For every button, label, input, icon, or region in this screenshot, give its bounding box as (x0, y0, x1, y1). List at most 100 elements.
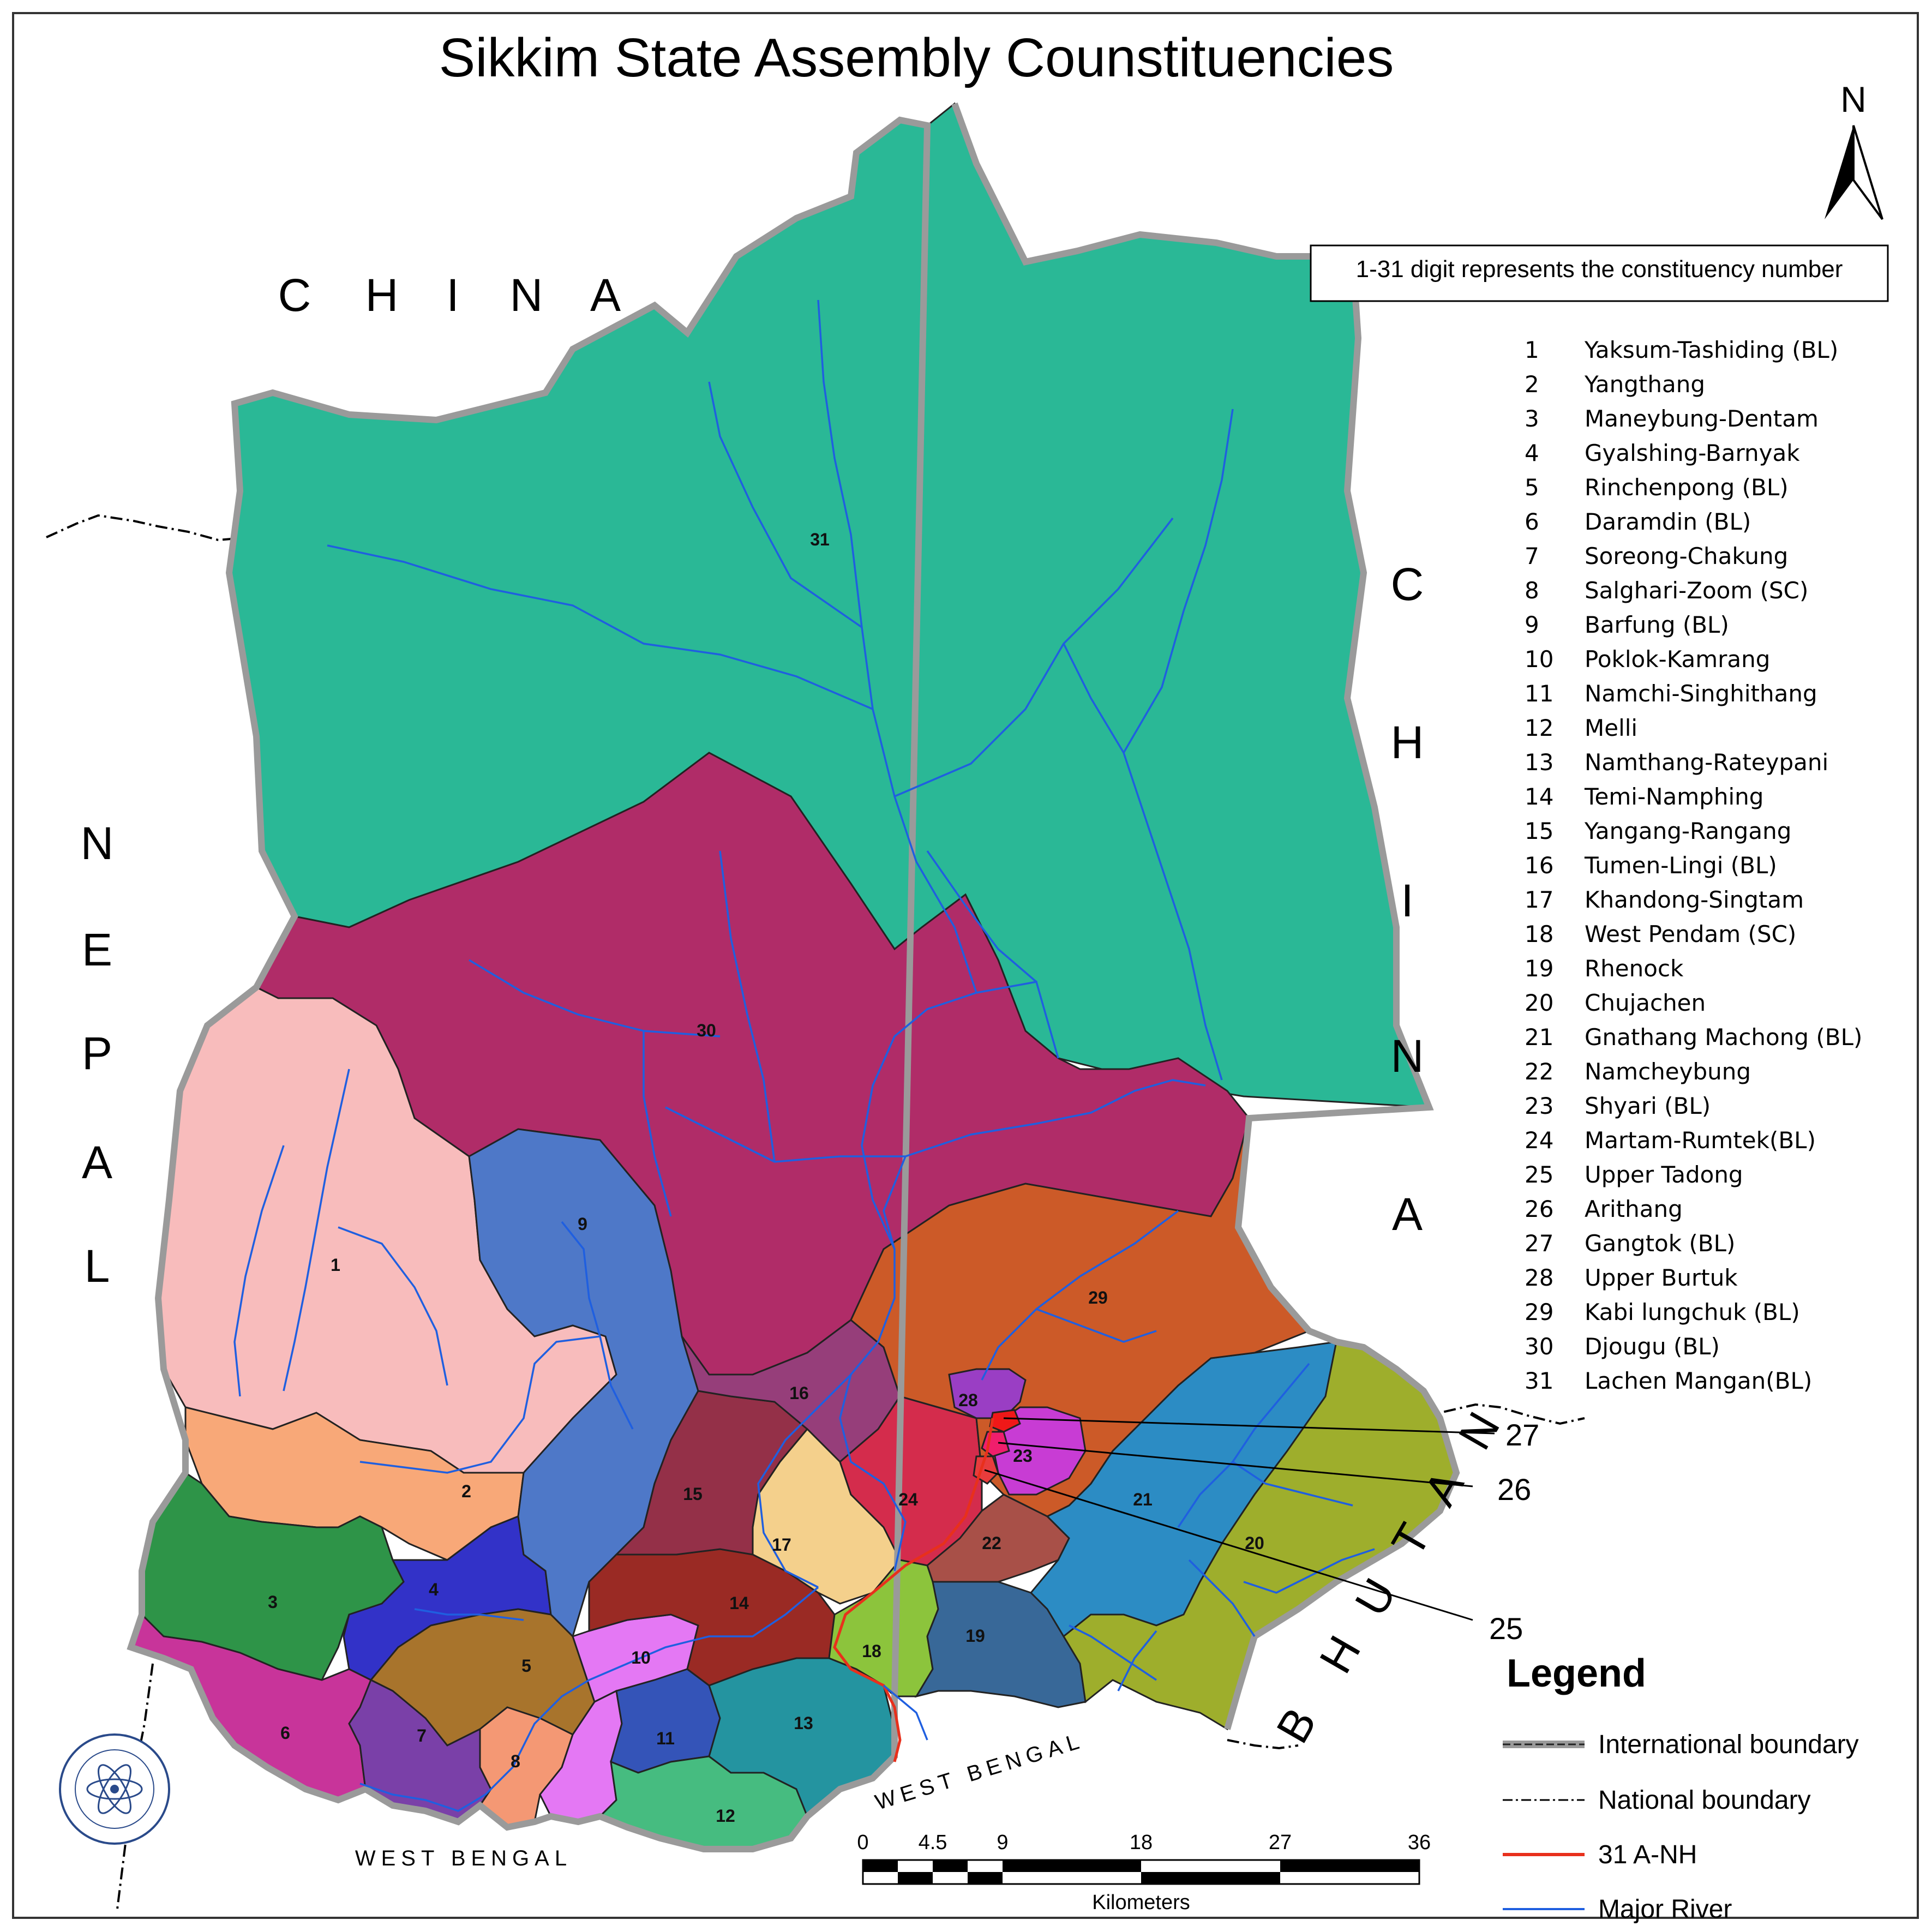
list-number: 26 (1525, 1196, 1553, 1222)
scale-tick-label: 4.5 (919, 1831, 947, 1854)
constituency-9[interactable] (468, 1128, 699, 1638)
list-name: Barfung (BL) (1585, 611, 1729, 638)
international-boundary (127, 102, 1460, 1852)
list-number: 2 (1525, 371, 1539, 398)
legend-label-highway: 31 A-NH (1598, 1840, 1697, 1869)
nepal-letter: E (82, 924, 112, 975)
list-number: 8 (1525, 577, 1539, 604)
list-number: 15 (1525, 818, 1553, 844)
nepal-letter: L (85, 1240, 110, 1292)
map-label-23: 23 (1013, 1446, 1033, 1466)
map-title: Sikkim State Assembly Counstituencies (439, 27, 1394, 88)
list-name: Yangthang (1584, 371, 1705, 398)
list-number: 18 (1525, 921, 1553, 947)
map-label-18: 18 (862, 1641, 881, 1661)
map-frame (12, 12, 1919, 1919)
list-number: 21 (1525, 1024, 1553, 1051)
list-number: 25 (1525, 1161, 1553, 1188)
note-text: 1-31 digit represents the constituency n… (1356, 256, 1843, 283)
nepal-letter: A (82, 1137, 112, 1188)
map-label-3: 3 (268, 1592, 278, 1612)
scale-seg (863, 1860, 898, 1872)
scale-bar: 0 4.5 9 18 27 36 Kilometers (857, 1831, 1431, 1914)
west-bengal-label-east: WEST BENGAL (872, 1728, 1087, 1815)
list-name: Upper Burtuk (1585, 1264, 1738, 1291)
list-number: 12 (1525, 715, 1553, 741)
legend-heading: Legend (1507, 1652, 1646, 1695)
north-arrow-left-half (1825, 125, 1853, 219)
map-label-2: 2 (461, 1481, 471, 1501)
note-box (1310, 244, 1889, 302)
list-name: Soreong-Chakung (1585, 543, 1788, 569)
scale-tick-label: 36 (1408, 1831, 1431, 1854)
scale-seg (1003, 1860, 1141, 1872)
list-name: Poklok-Kamrang (1585, 646, 1770, 673)
list-number: 11 (1525, 680, 1553, 707)
list-name: Yaksum-Tashiding (BL) (1584, 337, 1838, 363)
west-bengal-label-south: WEST BENGAL (355, 1846, 572, 1870)
list-number: 7 (1525, 543, 1539, 569)
scale-seg (898, 1872, 933, 1884)
list-number: 23 (1525, 1093, 1553, 1119)
scale-tick-label: 27 (1269, 1831, 1292, 1854)
map-label-28: 28 (958, 1390, 978, 1410)
map-label-20: 20 (1245, 1533, 1264, 1553)
list-name: Gyalshing-Barnyak (1585, 440, 1800, 466)
bhutan-letter: H (1310, 1627, 1371, 1682)
map-label-11: 11 (656, 1729, 675, 1748)
list-name: Rhenock (1585, 955, 1684, 982)
map-label-6: 6 (280, 1723, 290, 1743)
china-right-letter: N (1391, 1030, 1424, 1082)
list-name: Kabi lungchuk (BL) (1585, 1299, 1800, 1325)
country-label-china-right: C H I N A (1391, 559, 1424, 1240)
list-name: Namcheybung (1585, 1058, 1751, 1085)
bhutan-letter: B (1267, 1699, 1326, 1751)
list-number: 3 (1525, 405, 1539, 432)
country-label-nepal: N E P A L (81, 818, 114, 1292)
bhutan-letter: N (1449, 1403, 1510, 1458)
constituency-list: 1 Yaksum-Tashiding (BL) 2 Yangthang 3 Ma… (1525, 337, 1862, 1394)
legend-label-river: Major River (1598, 1895, 1732, 1924)
list-name: Upper Tadong (1585, 1161, 1743, 1188)
china-right-letter: H (1391, 717, 1424, 768)
list-name: Gnathang Machong (BL) (1585, 1024, 1862, 1051)
callout-25: 25 (1489, 1611, 1523, 1646)
list-name: Tumen-Lingi (BL) (1584, 852, 1777, 879)
map-label-14: 14 (729, 1593, 749, 1613)
map-label-24: 24 (898, 1490, 918, 1509)
list-number: 10 (1525, 646, 1553, 673)
north-arrow-label: N (1840, 79, 1867, 119)
china-right-letter: A (1392, 1189, 1423, 1240)
list-name: West Pendam (SC) (1585, 921, 1796, 947)
china-right-letter: I (1401, 875, 1413, 926)
constituency-19[interactable] (914, 1581, 1087, 1708)
map-label-22: 22 (982, 1533, 1001, 1553)
map-label-19: 19 (965, 1626, 985, 1646)
callout-27: 27 (1505, 1418, 1539, 1452)
list-number: 29 (1525, 1299, 1553, 1325)
china-top-letter: A (590, 269, 621, 321)
major-rivers (233, 299, 1375, 1812)
list-number: 4 (1525, 440, 1539, 466)
highway-31a (833, 1418, 994, 1762)
list-name: Rinchenpong (BL) (1585, 474, 1789, 501)
list-name: Namchi-Singhithang (1585, 680, 1817, 707)
map-label-15: 15 (683, 1484, 703, 1504)
scale-tick-label: 0 (857, 1831, 868, 1854)
scale-seg (1280, 1860, 1419, 1872)
list-name: Namthang-Rateypani (1585, 749, 1828, 776)
constituency-29[interactable] (850, 1118, 1311, 1517)
list-number: 30 (1525, 1333, 1553, 1360)
constituency-8[interactable] (478, 1706, 574, 1828)
list-name: Yangang-Rangang (1584, 818, 1791, 844)
china-top-letter: C (278, 269, 311, 321)
map-label-21: 21 (1133, 1490, 1153, 1509)
callout-26: 26 (1497, 1472, 1531, 1507)
list-number: 14 (1525, 783, 1553, 810)
legend: Legend International boundary National b… (1503, 1652, 1859, 1924)
council-seal-logo (59, 1733, 170, 1845)
list-number: 20 (1525, 989, 1553, 1016)
list-name: Melli (1585, 715, 1637, 741)
constituency-23[interactable] (992, 1406, 1087, 1496)
map-label-7: 7 (417, 1726, 427, 1745)
